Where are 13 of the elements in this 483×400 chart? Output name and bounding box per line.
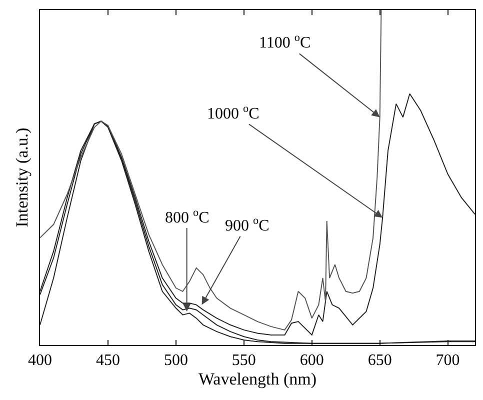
x-tick-label: 450: [96, 352, 120, 370]
y-axis-title: Intensity (a.u.): [12, 128, 32, 228]
x-tick-label: 500: [164, 352, 188, 370]
x-tick-label: 700: [436, 352, 460, 370]
annotation: 1100 $^{o}$C: [259, 32, 311, 52]
x-tick-label: 550: [232, 352, 256, 370]
annotation: 900 $^{o}$C: [225, 215, 270, 235]
x-tick-label: 400: [28, 352, 52, 370]
annotation: 800 $^{o}$C: [165, 207, 210, 227]
annotation: 1000 $^{o}$C: [207, 103, 260, 123]
x-tick-label: 600: [300, 352, 324, 370]
x-tick-label: 650: [368, 352, 392, 370]
x-axis-title: Wavelength (nm): [198, 370, 317, 389]
